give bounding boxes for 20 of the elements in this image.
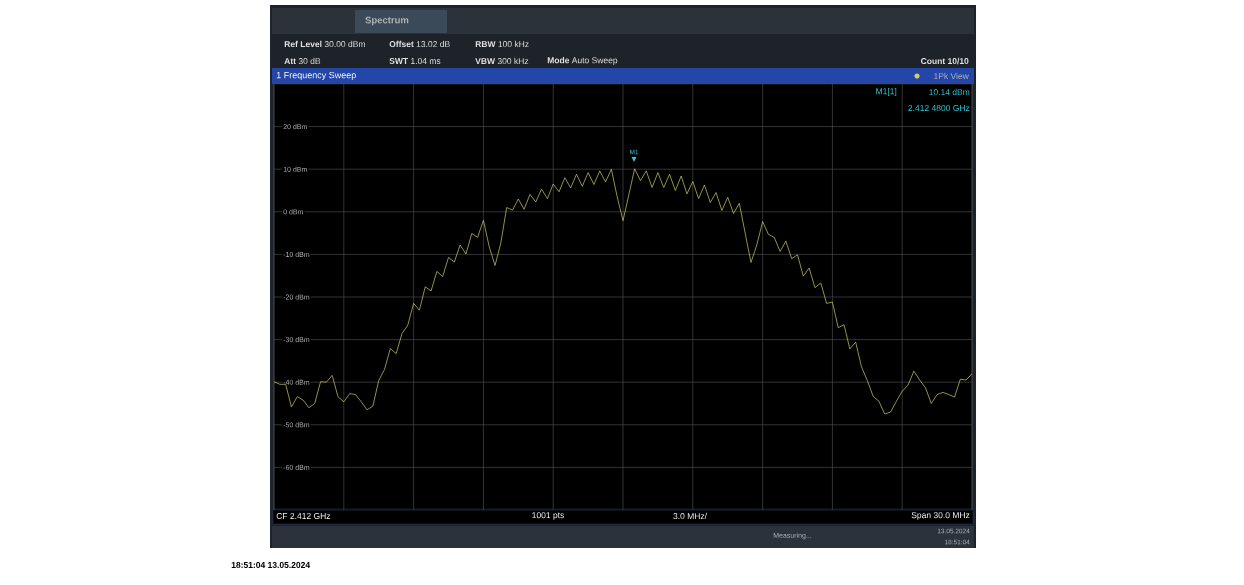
- text: SWT 1.04 ms: [389, 57, 441, 64]
- annotation: 2.412 4800 GHz: [908, 104, 970, 111]
- text: Ref Level 30.00 dBm: [284, 40, 365, 48]
- text: 1Pk View: [934, 72, 969, 80]
- text: RBW 100 kHz: [475, 40, 529, 48]
- annotation: 10.14 dBm: [929, 88, 970, 96]
- text: 18:51:04 13.05.2024: [231, 561, 311, 568]
- annotation: M1[1]: [876, 88, 897, 96]
- text: CF 2.412 GHz: [276, 512, 331, 519]
- text: Offset 13.02 dB: [389, 40, 450, 48]
- text: Span 30.0 MHz: [911, 512, 970, 520]
- text: 1001 pts: [532, 512, 564, 520]
- text: Mode Auto Sweep: [547, 57, 618, 65]
- text: 3.0 MHz/: [673, 512, 708, 520]
- chart-subtitle: Spectrum: [365, 16, 409, 26]
- text: VBW 300 kHz: [475, 57, 529, 65]
- text: Att 30 dB: [284, 57, 321, 65]
- chart-title: 1 Frequency Sweep: [276, 71, 356, 81]
- line-series: [274, 168, 972, 415]
- text: Count 10/10: [920, 57, 969, 65]
